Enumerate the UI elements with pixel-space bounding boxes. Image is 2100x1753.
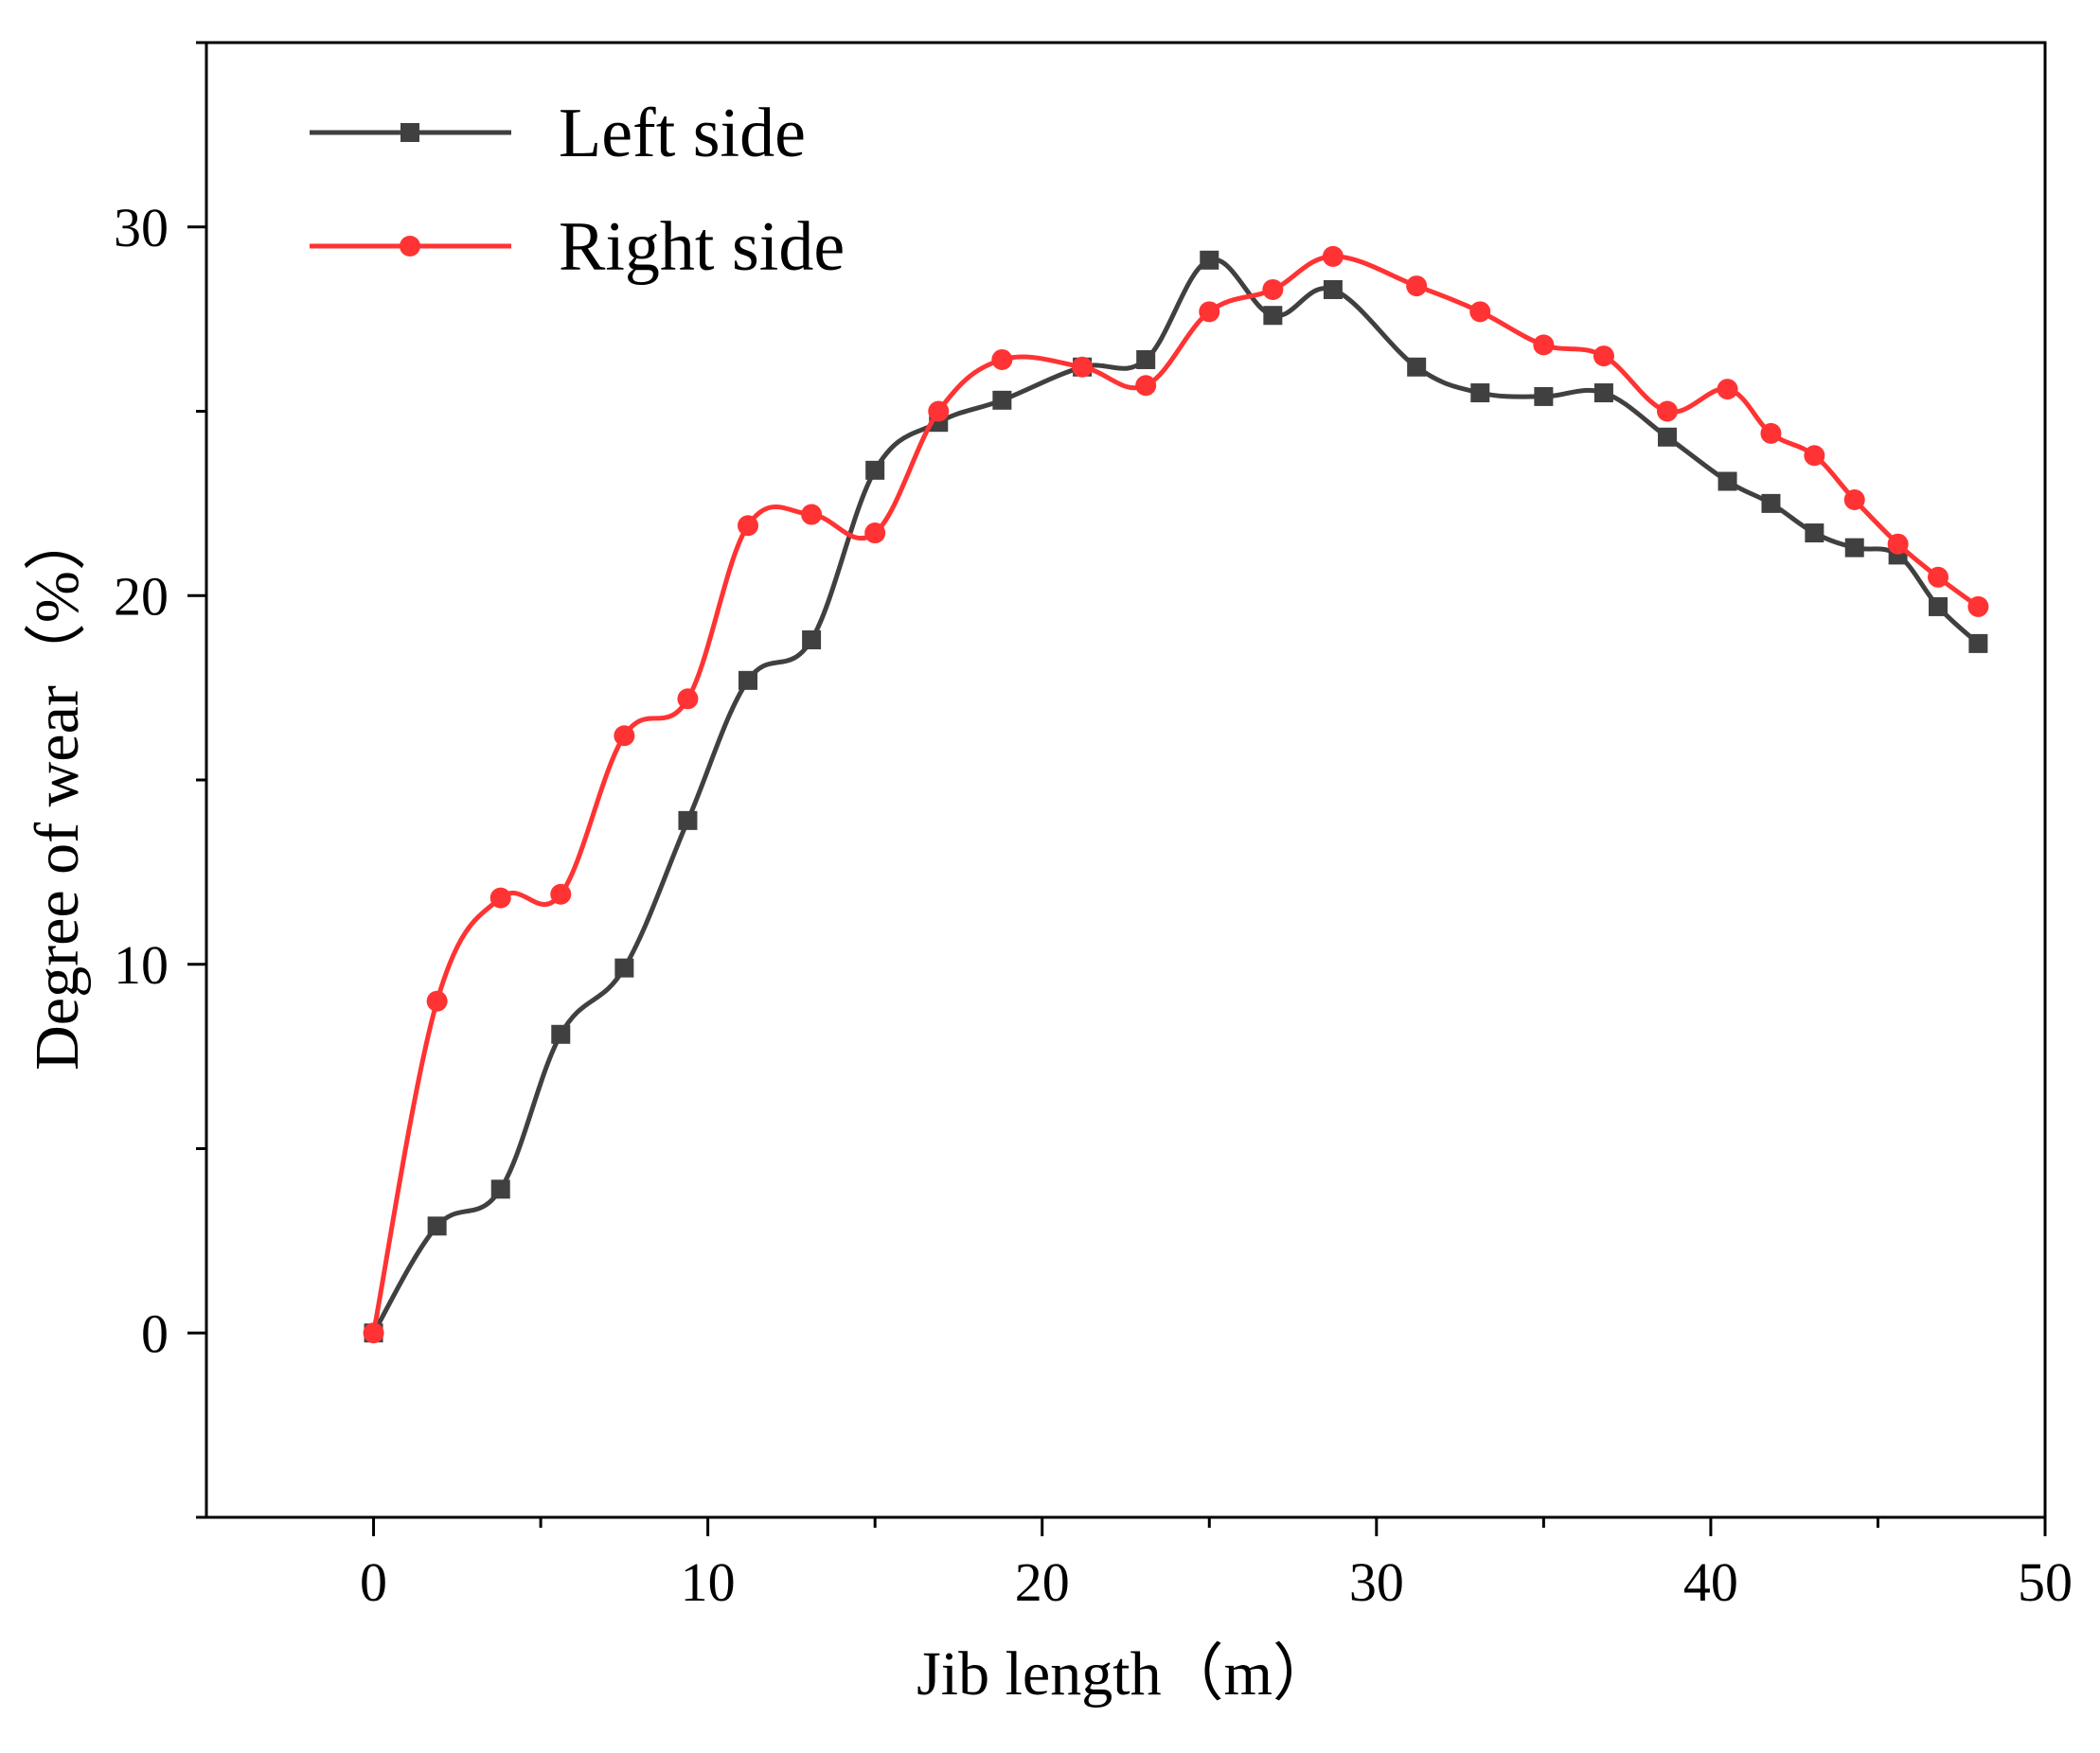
- data-point-right-side: [1804, 445, 1825, 467]
- data-point-left-side: [1929, 596, 1949, 616]
- data-point-right-side: [1072, 356, 1094, 378]
- data-point-left-side: [1323, 279, 1343, 299]
- data-point-right-side: [677, 688, 699, 710]
- data-point-right-side: [1657, 400, 1679, 422]
- data-point-left-side: [1844, 538, 1864, 558]
- data-point-right-side: [1262, 278, 1284, 300]
- x-axis-title: Jib length（m）: [917, 1639, 1335, 1709]
- data-point-right-side: [550, 883, 572, 905]
- series-group: [363, 245, 1989, 1344]
- data-point-right-side: [1406, 275, 1428, 297]
- data-point-left-side: [1761, 493, 1781, 513]
- data-point-right-side: [1533, 334, 1555, 356]
- data-point-left-side: [1534, 386, 1554, 406]
- data-point-left-side: [1968, 633, 1988, 653]
- legend-label-left-side: Left side: [559, 95, 806, 172]
- data-point-right-side: [363, 1322, 384, 1344]
- x-tick-label: 20: [1015, 1551, 1070, 1613]
- data-point-left-side: [678, 810, 698, 830]
- series-left-side: [364, 250, 1988, 1343]
- x-tick-label: 30: [1349, 1551, 1404, 1613]
- data-point-left-side: [992, 390, 1012, 410]
- data-point-right-side: [489, 887, 511, 909]
- legend-marker-right-side: [400, 236, 420, 257]
- series-line-left-side: [371, 257, 1981, 1335]
- data-point-left-side: [551, 1024, 571, 1044]
- data-point-right-side: [1887, 533, 1909, 555]
- data-point-left-side: [1717, 471, 1737, 491]
- data-point-right-side: [426, 990, 448, 1012]
- legend-item-right-side: Right side: [310, 208, 845, 286]
- legend-item-left-side: Left side: [310, 95, 806, 172]
- data-point-left-side: [802, 629, 822, 649]
- x-tick-label: 40: [1683, 1551, 1738, 1613]
- data-point-left-side: [1136, 349, 1156, 369]
- data-point-right-side: [1593, 345, 1614, 367]
- series-line-right-side: [371, 254, 1980, 1334]
- plot-frame: [205, 41, 2047, 1519]
- data-point-right-side: [928, 400, 950, 422]
- data-point-right-side: [1843, 488, 1865, 510]
- legend-label-right-side: Right side: [559, 208, 845, 286]
- data-point-right-side: [1928, 566, 1949, 588]
- data-point-left-side: [739, 670, 758, 690]
- data-point-left-side: [1407, 357, 1427, 377]
- data-point-left-side: [1200, 250, 1219, 270]
- y-tick-label: 30: [114, 197, 169, 258]
- data-point-right-side: [864, 522, 886, 544]
- legend: Left side Right side: [310, 95, 845, 286]
- data-point-left-side: [1470, 383, 1490, 403]
- data-point-right-side: [1469, 301, 1491, 323]
- data-point-right-side: [1199, 301, 1220, 323]
- y-tick-label: 0: [141, 1302, 169, 1364]
- data-point-left-side: [1805, 523, 1824, 543]
- series-right-side: [363, 245, 1989, 1344]
- x-tick-label: 50: [2018, 1551, 2073, 1613]
- data-point-right-side: [1717, 379, 1738, 400]
- data-point-right-side: [801, 504, 823, 525]
- y-tick-label: 20: [114, 565, 169, 627]
- data-point-right-side: [1760, 422, 1782, 444]
- data-point-left-side: [1263, 306, 1283, 326]
- data-point-left-side: [865, 460, 885, 480]
- data-point-left-side: [1593, 383, 1613, 403]
- x-tick-label: 10: [681, 1551, 736, 1613]
- y-axis-title: Degree of wear（%）: [23, 508, 92, 1071]
- legend-marker-left-side: [400, 123, 419, 142]
- y-tick-label: 10: [114, 934, 169, 996]
- data-point-right-side: [1967, 595, 1989, 617]
- data-point-right-side: [1135, 375, 1157, 397]
- data-point-right-side: [614, 725, 635, 747]
- data-point-right-side: [1322, 245, 1344, 267]
- data-point-left-side: [614, 958, 634, 978]
- data-point-right-side: [991, 348, 1013, 370]
- x-tick-label: 0: [360, 1551, 387, 1613]
- data-point-right-side: [738, 515, 759, 537]
- data-point-left-side: [1658, 427, 1678, 447]
- data-point-left-side: [490, 1179, 510, 1199]
- data-point-left-side: [427, 1216, 447, 1236]
